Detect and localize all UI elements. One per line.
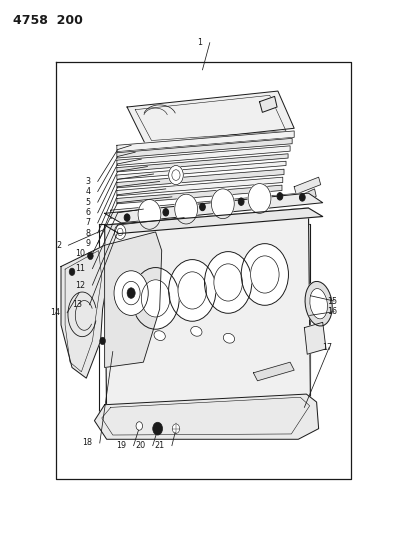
Circle shape xyxy=(142,280,170,317)
Polygon shape xyxy=(117,131,294,152)
Text: 20: 20 xyxy=(135,441,145,450)
Ellipse shape xyxy=(305,281,332,326)
Circle shape xyxy=(251,256,279,293)
Circle shape xyxy=(241,244,288,305)
Circle shape xyxy=(136,422,143,430)
Text: 3: 3 xyxy=(85,177,90,186)
Polygon shape xyxy=(117,139,292,158)
Circle shape xyxy=(175,194,198,224)
Circle shape xyxy=(214,264,243,301)
Circle shape xyxy=(204,252,252,313)
Circle shape xyxy=(299,193,305,201)
Text: 6: 6 xyxy=(85,208,90,217)
Polygon shape xyxy=(117,169,284,188)
Polygon shape xyxy=(105,208,310,421)
Text: 2: 2 xyxy=(56,241,61,250)
Circle shape xyxy=(277,192,283,200)
Circle shape xyxy=(88,252,93,260)
Polygon shape xyxy=(105,232,162,368)
Polygon shape xyxy=(117,146,290,165)
Circle shape xyxy=(114,271,148,316)
Circle shape xyxy=(100,337,106,345)
Text: 1: 1 xyxy=(198,38,202,47)
Text: 8: 8 xyxy=(85,229,90,238)
Circle shape xyxy=(132,268,179,329)
Text: 15: 15 xyxy=(327,296,337,305)
Circle shape xyxy=(248,183,271,213)
Polygon shape xyxy=(127,91,294,144)
Polygon shape xyxy=(294,177,321,194)
Ellipse shape xyxy=(310,288,328,319)
Ellipse shape xyxy=(154,330,165,341)
Circle shape xyxy=(69,268,75,276)
Polygon shape xyxy=(117,154,288,172)
Polygon shape xyxy=(117,185,282,204)
Text: 4: 4 xyxy=(85,187,90,196)
Polygon shape xyxy=(254,362,294,381)
Circle shape xyxy=(124,214,130,221)
Polygon shape xyxy=(94,394,319,439)
Polygon shape xyxy=(61,245,109,378)
Text: 14: 14 xyxy=(50,308,60,317)
Text: 5: 5 xyxy=(85,198,90,207)
Text: 17: 17 xyxy=(322,343,332,352)
Text: 9: 9 xyxy=(85,239,90,248)
Text: 19: 19 xyxy=(116,441,126,450)
Circle shape xyxy=(127,288,135,298)
Text: 18: 18 xyxy=(82,439,92,448)
Polygon shape xyxy=(296,189,316,204)
Polygon shape xyxy=(117,161,286,179)
Polygon shape xyxy=(260,96,277,112)
Circle shape xyxy=(169,260,216,321)
Polygon shape xyxy=(105,208,323,233)
Text: 4758  200: 4758 200 xyxy=(13,14,83,27)
Polygon shape xyxy=(105,193,323,223)
Polygon shape xyxy=(111,193,300,219)
Circle shape xyxy=(178,272,207,309)
Circle shape xyxy=(163,208,169,216)
Circle shape xyxy=(172,424,180,433)
Text: 12: 12 xyxy=(75,280,85,289)
Polygon shape xyxy=(304,322,326,354)
Circle shape xyxy=(115,224,126,239)
Circle shape xyxy=(138,199,161,229)
Polygon shape xyxy=(117,177,283,196)
Circle shape xyxy=(153,422,162,435)
Circle shape xyxy=(211,189,234,219)
Text: 10: 10 xyxy=(75,249,85,259)
Circle shape xyxy=(169,165,183,184)
Ellipse shape xyxy=(191,327,202,336)
Circle shape xyxy=(122,281,140,305)
Circle shape xyxy=(238,198,244,205)
Text: 13: 13 xyxy=(72,300,82,309)
Text: 11: 11 xyxy=(75,264,85,273)
Ellipse shape xyxy=(223,333,235,343)
Text: 21: 21 xyxy=(155,441,164,450)
Text: 7: 7 xyxy=(85,219,90,228)
Text: 16: 16 xyxy=(327,307,337,316)
Circle shape xyxy=(200,203,205,211)
